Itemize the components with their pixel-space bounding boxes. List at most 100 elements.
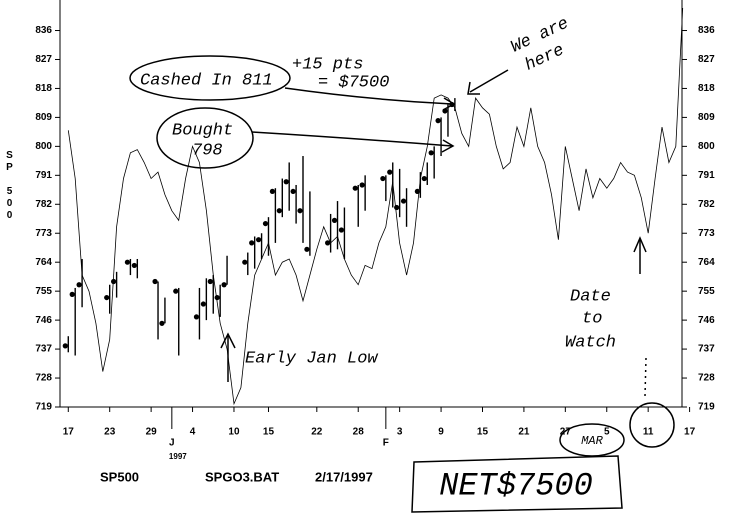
annotation: Bought (172, 121, 233, 140)
y-tick-label: 791 (698, 170, 715, 181)
price-bar-close (124, 259, 131, 265)
y-tick-label: 728 (35, 373, 52, 384)
price-bar-close (200, 301, 206, 307)
price-bar-close (387, 169, 393, 175)
annotation: Early Jan Low (245, 349, 378, 368)
x-tick-label: 11 (643, 427, 654, 438)
price-bar-close (435, 118, 441, 124)
footer-text: 2/17/1997 (315, 469, 373, 484)
price-bar-close (338, 227, 345, 233)
y-tick-label: 800 (698, 141, 715, 152)
month-label: J (169, 438, 175, 449)
y-tick-label: 827 (698, 54, 715, 65)
year-label: 1997 (169, 452, 187, 461)
y-tick-label: 719 (698, 402, 715, 413)
x-tick-label: 15 (263, 427, 275, 438)
price-bar-close (442, 108, 448, 114)
y-tick-label: 728 (698, 373, 715, 384)
y-tick-label: 746 (35, 315, 52, 326)
y-tick-label: 737 (698, 344, 715, 355)
annotation: Date (570, 287, 611, 306)
circle (156, 107, 254, 169)
price-bar-close (380, 175, 386, 182)
y-tick-label: 818 (35, 83, 52, 94)
price-bar-close (283, 179, 289, 185)
price-bar-close (421, 175, 427, 182)
handwriting-shapes (129, 55, 675, 513)
price-bar-close (131, 262, 137, 269)
y-tick-label: 755 (698, 286, 715, 297)
price-bar-close (276, 208, 282, 214)
x-tick-label: 29 (146, 427, 158, 438)
annotation: Cashed In 811 (140, 71, 273, 90)
x-tick-label: 5 (604, 427, 610, 438)
x-tick-label: 4 (190, 427, 196, 438)
price-bar-close (214, 294, 220, 301)
x-tick-label: 3 (397, 427, 403, 438)
price-bar-close (359, 182, 365, 188)
footer-text: SP500 (100, 469, 139, 484)
y-tick-label: 782 (35, 199, 52, 210)
y-axis-label: SP 500 (4, 150, 15, 222)
price-bar-close (290, 188, 296, 195)
y-tick-label: 809 (35, 112, 52, 123)
price-bar-close (297, 208, 303, 214)
y-tick-label: 809 (698, 112, 715, 123)
arrow (469, 69, 509, 93)
x-tick-label: 15 (477, 427, 489, 438)
circle (129, 55, 291, 101)
price-bar-close (269, 188, 275, 195)
annotation: +15 pts (292, 55, 363, 74)
annotation: NET$7500 (439, 467, 593, 504)
y-tick-label: 791 (35, 170, 52, 181)
footer-text: SPGO3.BAT (205, 469, 279, 484)
box (411, 455, 623, 513)
y-tick-label: 836 (35, 25, 52, 36)
price-bar-close (400, 198, 407, 204)
x-tick-label: 22 (311, 427, 323, 438)
price-bar-close (255, 237, 262, 243)
arrow-head (441, 139, 455, 153)
arrow (251, 131, 453, 147)
x-tick-label: 17 (684, 427, 696, 438)
price-bar-close (173, 288, 179, 294)
x-tick-label: 27 (560, 427, 572, 438)
price-bar-close (414, 188, 420, 195)
y-tick-label: 737 (35, 344, 52, 355)
price-bar-close (304, 246, 310, 252)
price-bar-close (193, 314, 200, 320)
x-tick-label: 23 (104, 427, 116, 438)
price-bar-close (69, 291, 75, 297)
y-tick-label: 782 (698, 199, 715, 210)
arrow-head (633, 236, 647, 253)
annotation: Watch (565, 333, 616, 352)
price-bar-close (242, 259, 248, 265)
arrow (284, 87, 453, 105)
y-tick-label: 773 (698, 228, 715, 239)
x-tick-label: 10 (228, 427, 240, 438)
price-bar-close (76, 282, 82, 288)
price-bar-close (428, 150, 434, 156)
circle (559, 423, 625, 457)
y-tick-label: 827 (35, 54, 52, 65)
price-bar-close (221, 282, 227, 288)
price-bar-close (325, 240, 331, 246)
month-label: F (383, 438, 389, 449)
arrow-head (467, 81, 480, 95)
price-bar-close (352, 185, 358, 191)
annotation: to (582, 309, 602, 328)
y-tick-label: 773 (35, 228, 52, 239)
price-bar-close (152, 278, 158, 285)
dotted-line (644, 357, 647, 397)
x-tick-label: 9 (438, 427, 444, 438)
y-tick-label: 818 (698, 83, 715, 94)
arrow-head (220, 332, 236, 349)
y-tick-label: 800 (35, 141, 52, 152)
x-tick-label: 28 (353, 427, 365, 438)
price-bar-close (159, 320, 165, 326)
annotation: 798 (192, 141, 223, 160)
price-bar-close (207, 278, 213, 285)
price-bar-close (62, 343, 68, 349)
